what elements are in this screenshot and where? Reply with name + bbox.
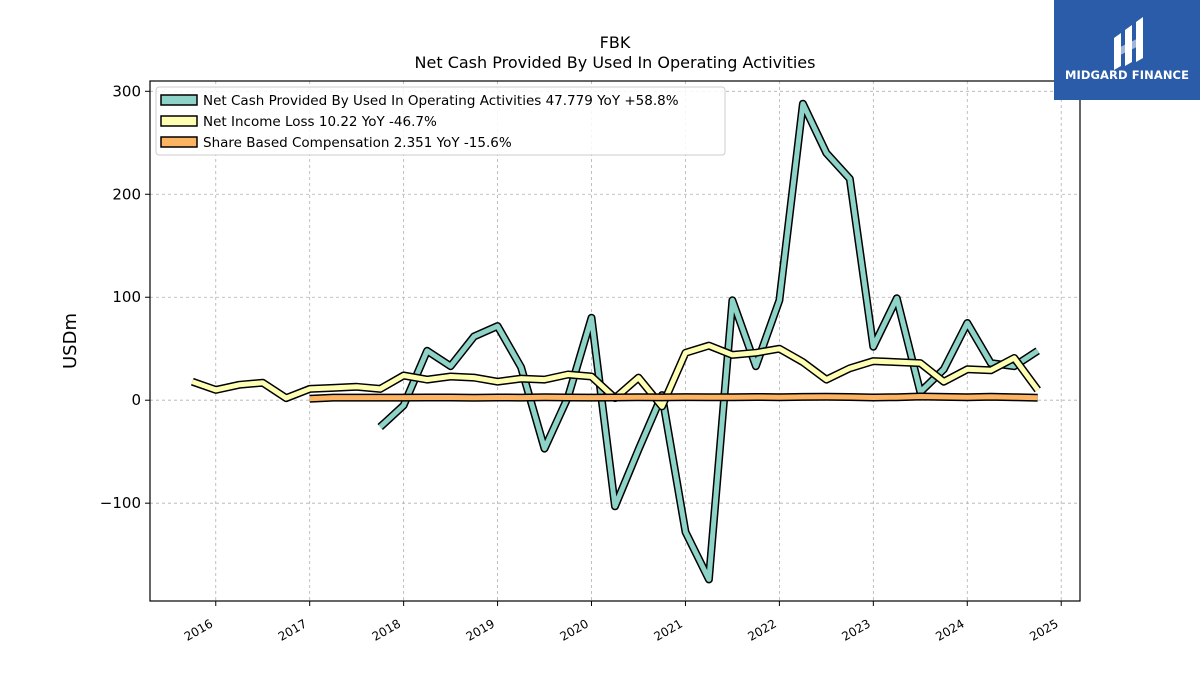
x-tick-label: 2024 (933, 616, 966, 643)
legend-swatch (160, 115, 198, 127)
x-tick-label: 2021 (652, 616, 685, 643)
y-tick-label: 200 (112, 185, 141, 203)
x-tick-label: 2022 (745, 616, 778, 643)
chart-title: FBK (600, 33, 631, 52)
midgard-finance-logo: MIDGARD FINANCE (1054, 0, 1200, 100)
grid-lines (150, 81, 1080, 601)
series-outline (377, 99, 1040, 584)
legend-swatch (160, 136, 198, 148)
legend-swatch (160, 94, 198, 106)
series-net-cash-provided-by-used-in-operating-activities (377, 99, 1040, 584)
x-tick-label: 2023 (839, 616, 872, 643)
x-tick-label: 2016 (182, 616, 215, 643)
x-tick-label: 2017 (276, 616, 309, 643)
y-axis-label: USDm (60, 313, 81, 369)
legend: Net Cash Provided By Used In Operating A… (155, 86, 726, 156)
series-line (309, 394, 1038, 402)
x-tick-label: 2020 (558, 616, 591, 643)
logo-text: MIDGARD FINANCE (1064, 68, 1190, 82)
legend-label: Share Based Compensation 2.351 YoY -15.6… (203, 135, 512, 151)
series-layer (190, 99, 1041, 584)
series-line (378, 101, 1040, 582)
y-tick-label: 300 (112, 82, 141, 100)
x-tick-label: 2018 (370, 616, 403, 643)
y-tick-label: 0 (131, 391, 141, 409)
logo-mark-icon (1114, 17, 1143, 70)
x-tick-label: 2025 (1027, 616, 1060, 643)
plot-frame (149, 80, 1081, 602)
x-tick-label: 2019 (464, 616, 497, 643)
series-share-based-compensation (309, 392, 1038, 403)
legend-label: Net Cash Provided By Used In Operating A… (203, 93, 679, 109)
legend-label: Net Income Loss 10.22 YoY -46.7% (203, 114, 437, 130)
y-tick-label: 100 (112, 288, 141, 306)
legend-box (155, 86, 726, 156)
y-tick-label: −100 (100, 494, 141, 512)
chart-subtitle: Net Cash Provided By Used In Operating A… (415, 53, 816, 72)
